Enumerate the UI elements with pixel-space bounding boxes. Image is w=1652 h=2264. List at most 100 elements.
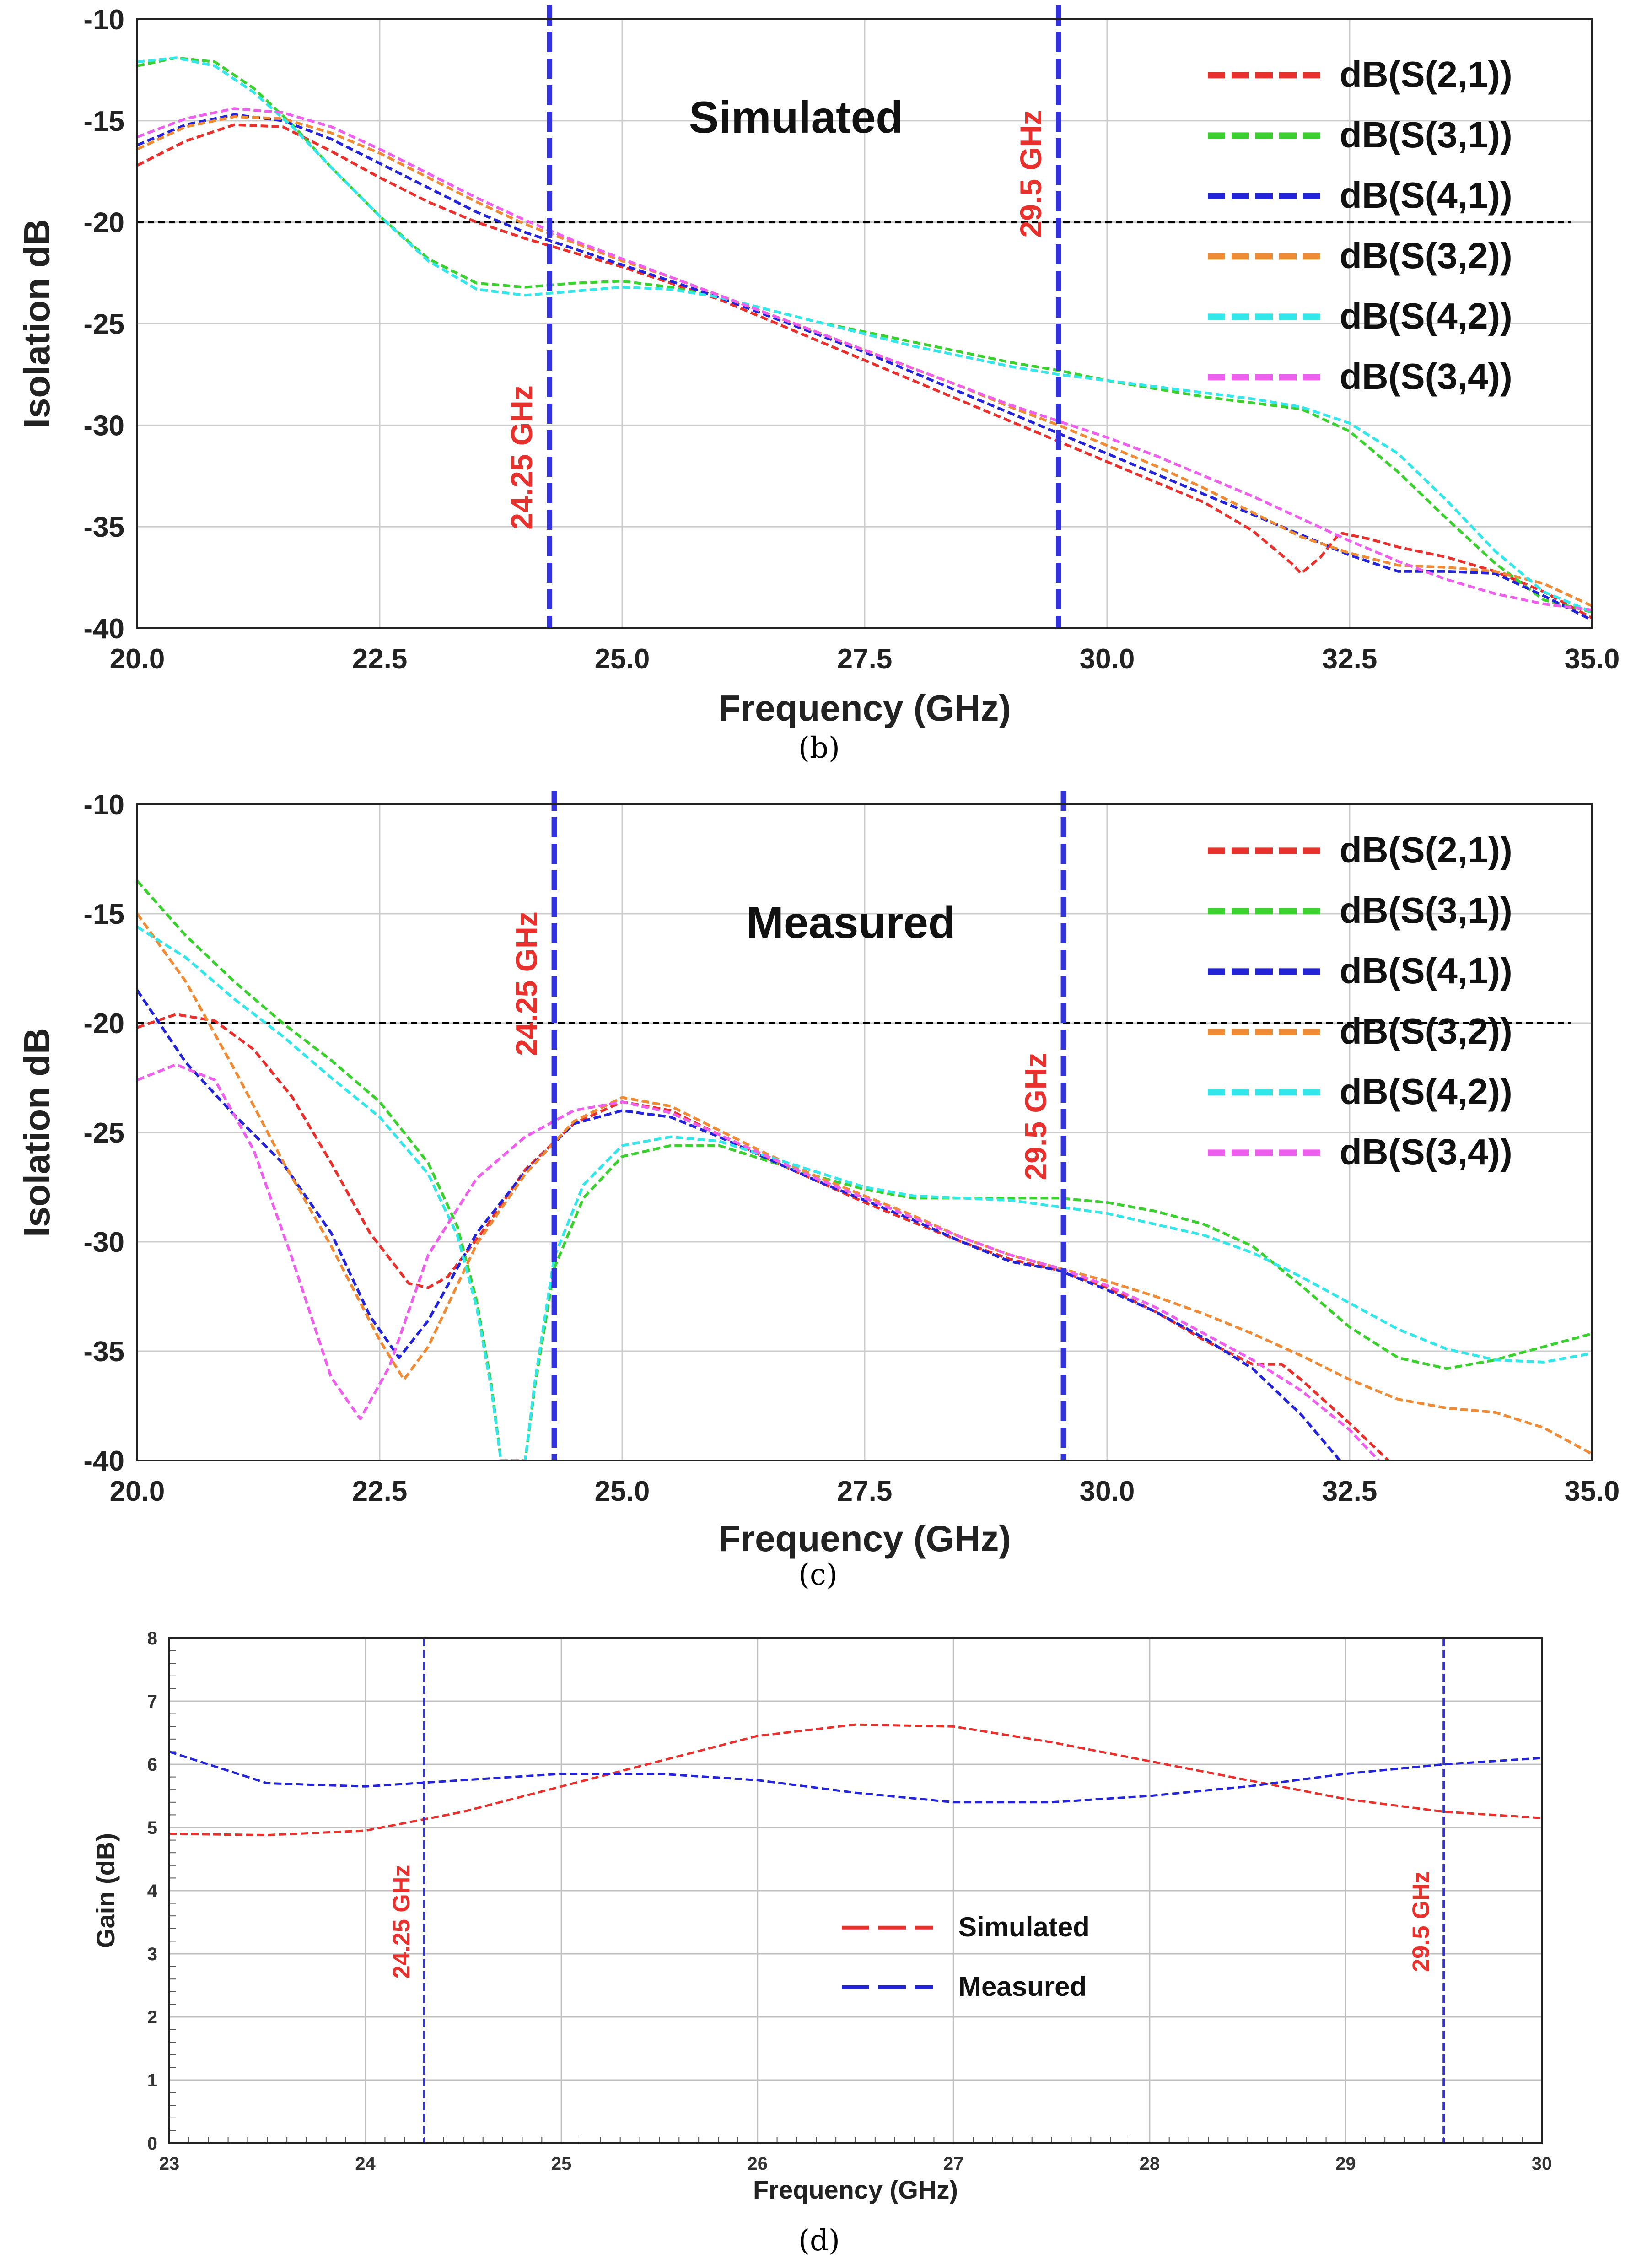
caption-d: (d) [798,2224,840,2258]
x-tick-label: 35.0 [1565,643,1620,675]
marker-label-29-5-ghz: 29.5 GHz [1014,110,1048,238]
legend: dB(S(2,1)) dB(S(3,1)) dB(S(4,1)) dB(S(3,2))… [1208,54,1512,397]
x-tick-label: 30.0 [1080,643,1135,675]
series-group [137,880,1592,1461]
y-tick-label: -20 [83,207,124,239]
series-line-db-s-4-1 [137,989,1341,1461]
axes-frame [136,803,1593,1461]
series-group [169,1723,1542,1837]
legend-label-db-s-4-2: dB(S(4,2)) [1340,296,1512,336]
x-tick-label: 32.5 [1322,643,1378,675]
y-tick-label: -15 [83,106,124,137]
x-tick-label: 27.5 [837,643,893,675]
series-line-db-s-3-2 [137,115,1592,607]
series-line-db-s-3-4 [137,1063,1380,1461]
legend-label-measured: Measured [958,1971,1087,2002]
y-tick-label: -10 [83,789,124,821]
legend-label-db-s-3-1: dB(S(3,1)) [1340,890,1512,931]
x-tick-label: 32.5 [1322,1476,1378,1507]
legend-label-db-s-2-1: dB(S(2,1)) [1340,54,1512,95]
x-tick-label: 26 [747,2154,768,2174]
x-tick-label: 24 [355,2154,376,2174]
y-tick-label: -15 [83,899,124,930]
x-tick-label: 20.0 [110,643,165,675]
y-tick-label: 4 [147,1881,158,1901]
y-tick-label: -25 [83,1117,124,1149]
legend: Simulated Measured [842,1912,1090,2002]
x-tick-label: 29 [1335,2154,1356,2174]
x-tick-label: 35.0 [1565,1476,1620,1507]
axes-frame [168,1637,1543,2144]
legend: dB(S(2,1)) dB(S(3,1)) dB(S(4,1)) dB(S(3,2))… [1208,830,1512,1172]
y-tick-label: -20 [83,1008,124,1040]
y-tick-label: 5 [147,1818,157,1838]
legend-label-db-s-2-1: dB(S(2,1)) [1340,830,1512,870]
series-group [137,56,1592,621]
x-tick-label: 22.5 [352,1476,408,1507]
x-tick-label: 30 [1532,2154,1552,2174]
y-tick-label: -25 [83,309,124,340]
y-tick-label: 1 [147,2070,157,2091]
x-tick-label: 27 [943,2154,964,2174]
y-tick-label: -40 [83,613,124,645]
legend-label-db-s-3-2: dB(S(3,2)) [1340,235,1512,276]
marker-label-24-25-ghz: 24.25 GHz [388,1865,415,1979]
y-tick-label: 2 [147,2007,157,2027]
x-tick-label: 20.0 [110,1476,165,1507]
caption-c: (c) [798,1558,838,1592]
y-tick-label: 7 [147,1692,157,1712]
panel-c-chart: 24.25 GHz 29.5 GHz 20.0 22.5 25.0 27.5 30.0 32.… [16,789,1620,1559]
marker-label-29-5-ghz: 29.5 GHz [1019,1053,1053,1181]
legend-label-db-s-4-1: dB(S(4,1)) [1340,950,1512,991]
legend-label-db-s-3-1: dB(S(3,1)) [1340,114,1512,155]
x-axis-label: Frequency (GHz) [718,688,1011,728]
legend-label-db-s-3-4: dB(S(3,4)) [1340,356,1512,397]
marker-label-24-25-ghz: 24.25 GHz [505,385,538,530]
legend-label-db-s-3-4: dB(S(3,4)) [1340,1132,1512,1172]
series-line-measured [169,1751,1542,1804]
x-tick-label: 23 [159,2154,180,2174]
y-axis-label: Isolation dB [16,219,57,429]
chart-title: Simulated [689,92,903,142]
caption-b: (b) [798,731,840,765]
y-tick-label: -40 [83,1445,124,1477]
x-tick-label: 25 [551,2154,572,2174]
series-line-db-s-4-1 [137,113,1592,621]
legend-label-db-s-4-2: dB(S(4,2)) [1340,1071,1512,1112]
x-tick-label: 27.5 [837,1476,893,1507]
y-tick-label: -10 [83,4,124,36]
axes-frame [136,18,1593,629]
y-tick-label: -30 [83,410,124,442]
x-axis-label: Frequency (GHz) [753,2175,958,2204]
y-tick-label: 3 [147,1944,157,1964]
x-tick-label: 25.0 [595,1476,650,1507]
series-line-db-s-4-2 [137,926,1592,1461]
series-line-db-s-3-4 [137,107,1592,612]
y-tick-label: -35 [83,1336,124,1368]
series-line-db-s-2-1 [137,123,1592,620]
series-line-db-s-4-2 [137,56,1592,614]
y-tick-label: 6 [147,1755,157,1775]
x-tick-label: 22.5 [352,643,408,675]
x-tick-label: 30.0 [1080,1476,1135,1507]
x-tick-label: 25.0 [595,643,650,675]
x-tick-label: 28 [1140,2154,1160,2174]
marker-label-29-5-ghz: 29.5 GHz [1408,1871,1435,1972]
y-axis-label: Gain (dB) [91,1833,120,1948]
series-line-db-s-3-1 [137,880,1592,1461]
y-tick-label: -30 [83,1227,124,1258]
y-axis-label: Isolation dB [16,1028,57,1237]
legend-label-db-s-4-1: dB(S(4,1)) [1340,175,1512,216]
legend-label-simulated: Simulated [958,1912,1090,1942]
x-axis-label: Frequency (GHz) [718,1518,1011,1559]
series-line-simulated [169,1723,1542,1837]
y-tick-label: 0 [147,2134,157,2154]
y-tick-label: 8 [147,1628,157,1649]
marker-label-24-25-ghz: 24.25 GHz [510,911,543,1056]
legend-label-db-s-3-2: dB(S(3,2)) [1340,1011,1512,1051]
panel-b-chart: 24.25 GHz 29.5 GHz 20.0 22.5 25.0 27.5 30.0 32.… [16,4,1620,728]
chart-title: Measured [746,897,956,948]
series-line-db-s-3-2 [137,913,1592,1455]
